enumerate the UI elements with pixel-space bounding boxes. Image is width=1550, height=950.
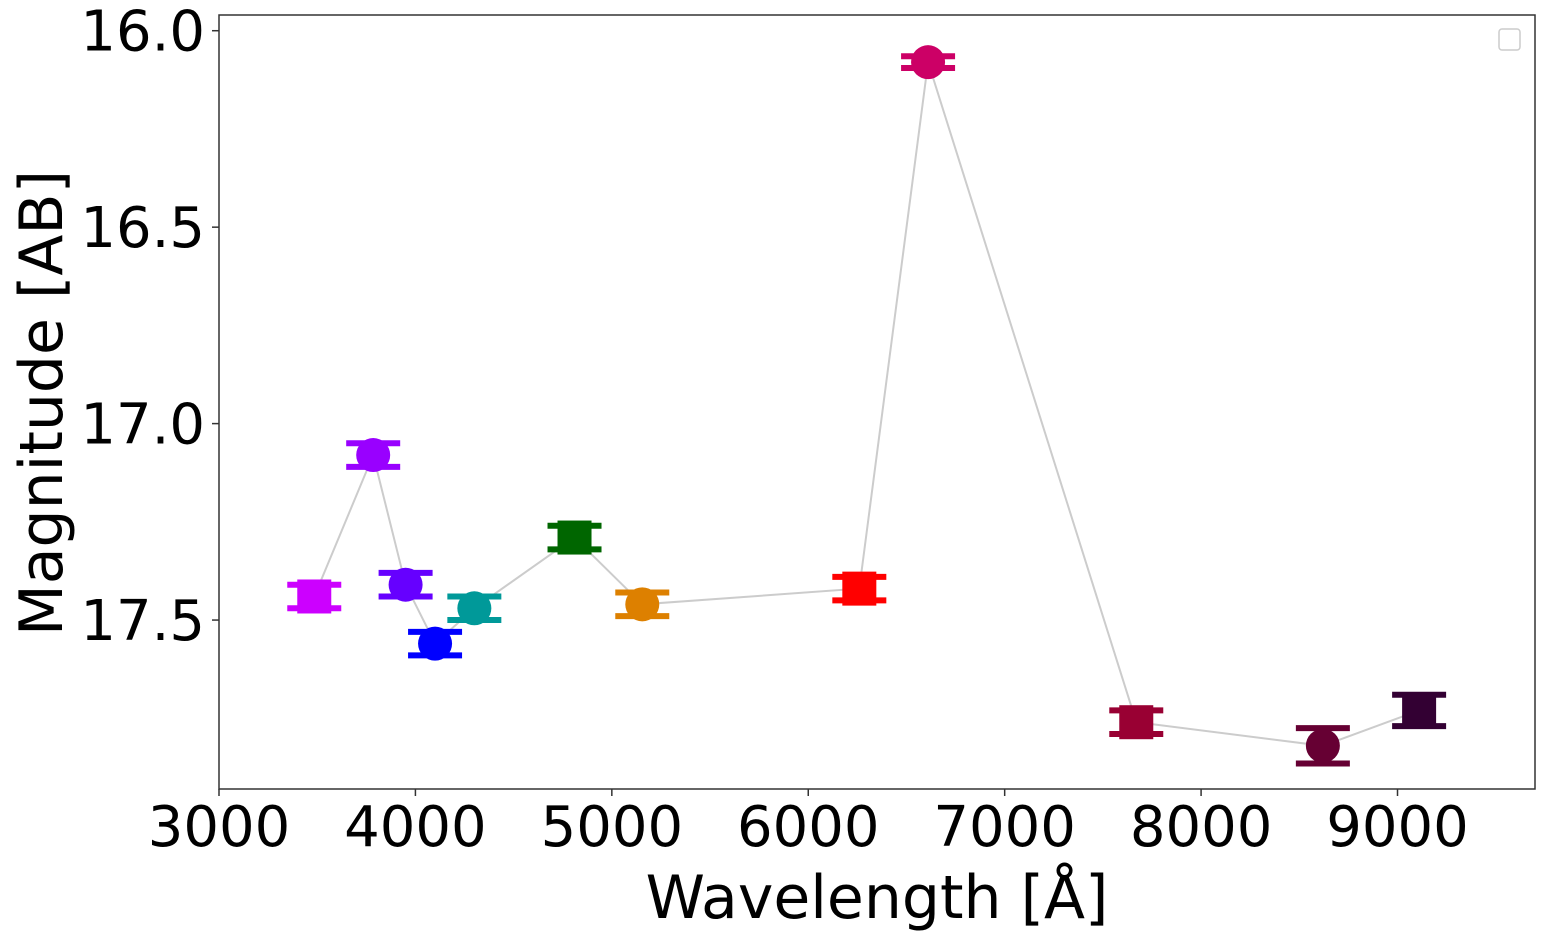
x-axis-label: Wavelength [Å]	[646, 862, 1109, 933]
circle-marker	[356, 438, 391, 473]
x-tick-label: 9000	[1326, 795, 1469, 860]
data-point-0	[287, 579, 342, 614]
x-tick-label: 8000	[1130, 795, 1273, 860]
data-point-11	[1392, 691, 1447, 730]
connector-layer	[313, 61, 1420, 747]
circle-marker	[418, 626, 453, 661]
y-tick-label: 16.0	[80, 0, 205, 65]
data-point-10	[1295, 725, 1350, 767]
data-point-6	[615, 587, 670, 622]
y-axis-label: Magnitude [AB]	[7, 170, 77, 636]
y-tick-label: 16.5	[80, 196, 205, 261]
data-point-8	[901, 45, 956, 80]
data-point-3	[408, 626, 463, 661]
plot-frame	[218, 14, 1536, 790]
square-marker	[1402, 693, 1437, 728]
y-tick-label: 17.5	[80, 589, 205, 654]
data-point-4	[447, 591, 502, 626]
circle-marker	[388, 567, 423, 602]
legend-box	[1498, 28, 1521, 51]
x-tick-label: 6000	[737, 795, 880, 860]
circle-marker	[625, 587, 660, 622]
data-point-9	[1109, 705, 1164, 740]
y-axis: 16.0 16.5 17.0 17.5	[80, 0, 219, 654]
square-marker	[1119, 705, 1154, 740]
x-tick-label: 3000	[148, 795, 291, 860]
x-tick-label: 7000	[933, 795, 1076, 860]
square-marker	[842, 571, 877, 606]
points-layer	[287, 45, 1447, 767]
data-point-1	[346, 438, 401, 473]
data-point-5	[547, 520, 602, 555]
x-axis: 3000 4000 5000 6000 7000 8000 9000	[148, 789, 1469, 860]
x-tick-label: 4000	[344, 795, 487, 860]
square-marker	[557, 520, 592, 555]
circle-marker	[1305, 728, 1340, 763]
x-tick-label: 5000	[541, 795, 684, 860]
data-point-2	[378, 567, 433, 602]
circle-marker	[911, 45, 946, 80]
circle-marker	[457, 591, 492, 626]
y-tick-label: 17.0	[80, 393, 205, 458]
data-point-7	[832, 571, 887, 606]
connector-line	[313, 61, 1420, 747]
square-marker	[297, 579, 332, 614]
